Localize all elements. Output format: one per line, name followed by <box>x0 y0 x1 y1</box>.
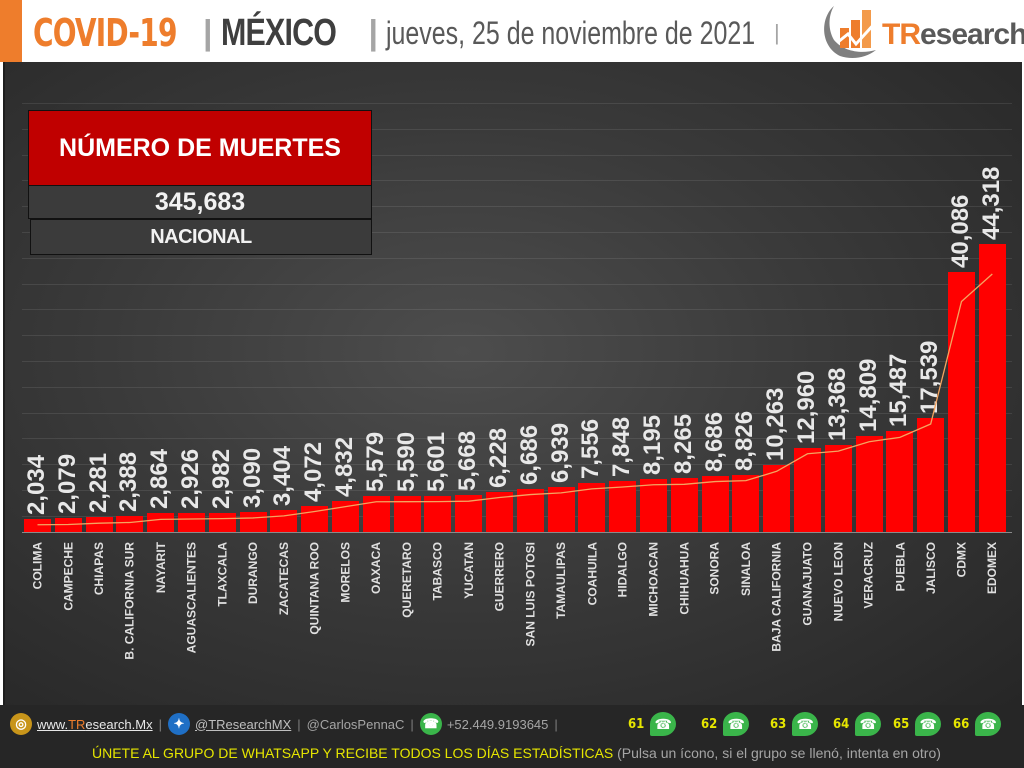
bar <box>116 516 144 532</box>
footer-cta: ÚNETE AL GRUPO DE WHATSAPP Y RECIBE TODO… <box>92 745 941 761</box>
whatsapp-group-number: 62 <box>701 716 718 732</box>
tresearch-logo: TResearch <box>818 2 1024 60</box>
gridline <box>22 155 1012 156</box>
x-axis-line <box>22 532 1012 533</box>
title-country: MÉXICO <box>220 11 337 54</box>
whatsapp-group-number: 64 <box>833 716 850 732</box>
logo-wordmark: TResearch <box>882 18 1024 51</box>
gridline <box>22 309 1012 310</box>
gridline <box>22 103 1012 104</box>
footer-separator: | <box>410 716 414 732</box>
footer-separator: | <box>297 716 301 732</box>
bar <box>732 474 760 532</box>
whatsapp-group-63-button[interactable]: 63 ☎ <box>770 712 819 736</box>
phone-number: +52.449.9193645 <box>446 716 549 732</box>
bar <box>824 445 852 532</box>
bar <box>855 435 883 532</box>
title-separator: | <box>203 13 213 52</box>
bar <box>178 512 205 532</box>
orange-accent-bar <box>0 0 22 62</box>
bar <box>917 418 945 532</box>
gridline <box>22 464 1012 465</box>
twitter-personal-handle[interactable]: @CarlosPennaC <box>306 716 405 732</box>
gridline <box>22 206 1012 207</box>
footer: ◎ www.TResearch.Mx | ✦ @TResearchMX | @C… <box>0 705 1024 768</box>
globe-icon: ◎ <box>10 713 32 735</box>
gridline <box>22 335 1012 336</box>
whatsapp-icon: ☎ <box>723 712 750 736</box>
whatsapp-cta-text: ÚNETE AL GRUPO DE WHATSAPP Y RECIBE TODO… <box>92 745 614 761</box>
bar <box>547 486 575 532</box>
whatsapp-group-number: 66 <box>953 716 970 732</box>
bar <box>24 518 51 532</box>
phone-whatsapp-icon: ☎ <box>419 713 442 735</box>
title-separator: | <box>368 13 379 52</box>
whatsapp-group-62-button[interactable]: 62 ☎ <box>701 712 750 736</box>
total-deaths-title: NÚMERO DE MUERTES <box>28 110 372 186</box>
gridline <box>22 129 1012 130</box>
whatsapp-group-66-button[interactable]: 66 ☎ <box>953 712 1002 736</box>
bar <box>208 512 236 532</box>
whatsapp-group-64-button[interactable]: 64 ☎ <box>833 712 882 736</box>
bar <box>978 244 1006 532</box>
page-header: COVID-19 | MÉXICO | jueves, 25 de noviem… <box>33 6 788 60</box>
gridline <box>22 387 1012 388</box>
bar <box>609 480 637 532</box>
bar <box>794 447 821 532</box>
whatsapp-cta-note: (Pulsa un ícono, si el grupo se llenó, i… <box>617 745 941 761</box>
title-separator: | <box>774 20 780 45</box>
footer-separator: | <box>554 716 558 732</box>
whatsapp-group-number: 63 <box>770 716 787 732</box>
footer-contact-row: ◎ www.TResearch.Mx | ✦ @TResearchMX | @C… <box>10 713 564 735</box>
bar <box>670 478 698 532</box>
whatsapp-icon: ☎ <box>792 712 819 736</box>
gridline <box>22 413 1012 414</box>
bar <box>763 465 791 532</box>
whatsapp-group-65-button[interactable]: 65 ☎ <box>893 712 942 736</box>
bar <box>948 271 975 532</box>
bar-chart-growth-icon <box>824 6 878 58</box>
whatsapp-icon: ☎ <box>975 712 1002 736</box>
twitter-icon: ✦ <box>168 713 190 735</box>
bar <box>54 518 82 532</box>
whatsapp-group-number: 65 <box>893 716 910 732</box>
gridline <box>22 232 1012 233</box>
total-deaths-box: NÚMERO DE MUERTES 345,683 NACIONAL <box>28 110 372 255</box>
bar <box>640 478 667 532</box>
gridline <box>22 438 1012 439</box>
total-deaths-value: 345,683 <box>28 186 372 219</box>
whatsapp-icon: ☎ <box>915 712 942 736</box>
title-covid: COVID-19 <box>33 11 177 55</box>
whatsapp-icon: ☎ <box>855 712 882 736</box>
whatsapp-group-61-button[interactable]: 61 ☎ <box>628 712 677 736</box>
bar <box>147 513 175 532</box>
total-deaths-scope: NACIONAL <box>30 219 372 255</box>
website-link[interactable]: www.TResearch.Mx <box>37 716 153 732</box>
whatsapp-icon: ☎ <box>650 712 677 736</box>
bar <box>578 482 606 532</box>
footer-separator: | <box>158 716 162 732</box>
bar <box>886 431 914 532</box>
gridline <box>22 284 1012 285</box>
whatsapp-group-number: 61 <box>628 716 645 732</box>
gridline <box>22 258 1012 259</box>
gridline <box>22 180 1012 181</box>
bar <box>85 517 113 532</box>
twitter-link[interactable]: @TResearchMX <box>195 716 292 732</box>
bar <box>701 475 729 532</box>
gridline <box>22 361 1012 362</box>
